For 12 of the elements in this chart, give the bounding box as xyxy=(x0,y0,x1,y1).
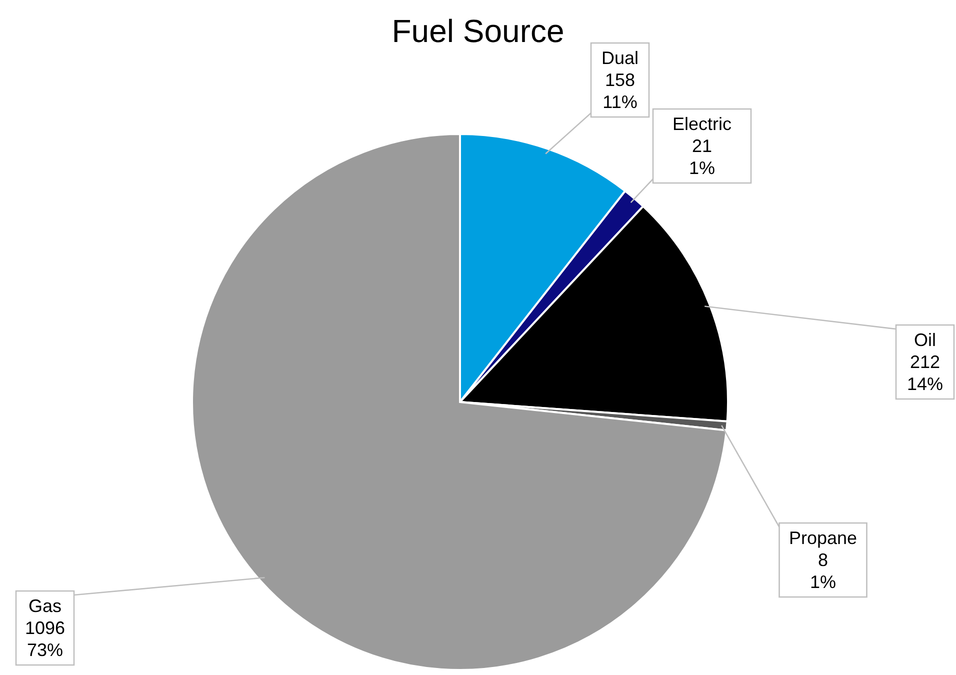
chart-title: Fuel Source xyxy=(392,13,564,49)
slice-label: Electric xyxy=(672,114,732,134)
slice-label: Gas xyxy=(28,596,62,616)
data-label: 1096 73% xyxy=(24,618,66,660)
pie-slice xyxy=(191,133,728,671)
data-label: 8 1% xyxy=(810,550,836,592)
slice-label: Propane xyxy=(788,528,858,548)
slice-label: Oil xyxy=(914,330,936,350)
data-label: 158 11% xyxy=(602,70,638,112)
data-label: 212 14% xyxy=(906,352,944,394)
slice-label: Dual xyxy=(601,48,639,68)
data-label: 21 1% xyxy=(688,136,716,178)
